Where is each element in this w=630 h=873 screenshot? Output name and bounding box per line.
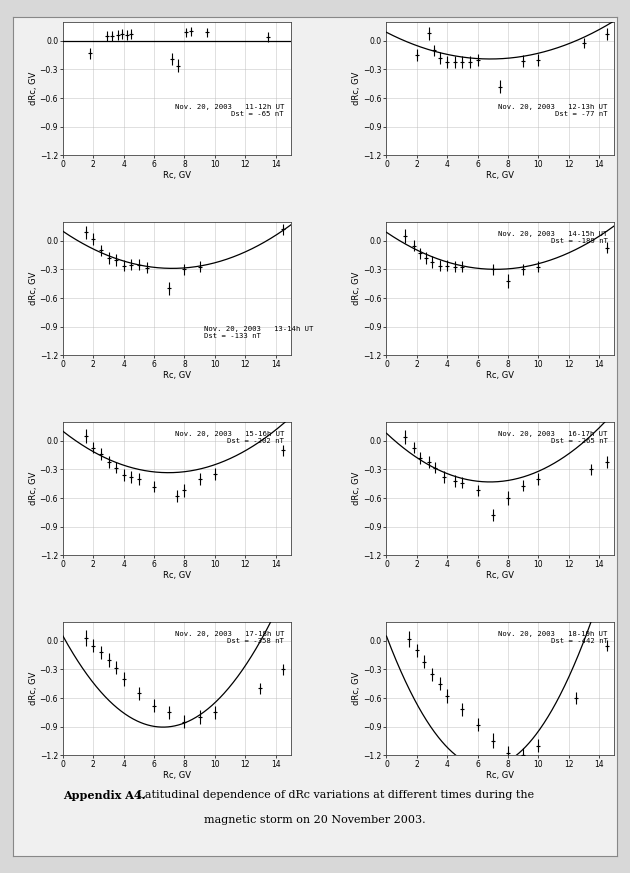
- Y-axis label: dRc, GV: dRc, GV: [28, 471, 38, 505]
- Text: Nov. 20, 2003   12-13h UT
Dst = -77 nT: Nov. 20, 2003 12-13h UT Dst = -77 nT: [498, 105, 607, 118]
- X-axis label: Rc, GV: Rc, GV: [486, 171, 514, 180]
- X-axis label: Rc, GV: Rc, GV: [163, 771, 191, 780]
- Text: Nov. 20, 2003   15-16h UT
Dst = -202 nT: Nov. 20, 2003 15-16h UT Dst = -202 nT: [175, 431, 284, 444]
- X-axis label: Rc, GV: Rc, GV: [486, 371, 514, 380]
- X-axis label: Rc, GV: Rc, GV: [486, 571, 514, 580]
- Y-axis label: dRc, GV: dRc, GV: [28, 672, 38, 705]
- Y-axis label: dRc, GV: dRc, GV: [352, 72, 361, 105]
- Y-axis label: dRc, GV: dRc, GV: [28, 72, 38, 105]
- Text: Nov. 20, 2003   16-17h UT
Dst = -265 nT: Nov. 20, 2003 16-17h UT Dst = -265 nT: [498, 431, 607, 444]
- Y-axis label: dRc, GV: dRc, GV: [352, 272, 361, 306]
- Text: Nov. 20, 2003   14-15h UT
Dst = -189 nT: Nov. 20, 2003 14-15h UT Dst = -189 nT: [498, 231, 607, 244]
- Y-axis label: dRc, GV: dRc, GV: [352, 672, 361, 705]
- Text: Nov. 20, 2003   18-19h UT
Dst = -442 nT: Nov. 20, 2003 18-19h UT Dst = -442 nT: [498, 631, 607, 644]
- Y-axis label: dRc, GV: dRc, GV: [28, 272, 38, 306]
- X-axis label: Rc, GV: Rc, GV: [163, 571, 191, 580]
- Text: Latitudinal dependence of dRc variations at different times during the: Latitudinal dependence of dRc variations…: [134, 790, 534, 800]
- X-axis label: Rc, GV: Rc, GV: [163, 171, 191, 180]
- Y-axis label: dRc, GV: dRc, GV: [352, 471, 361, 505]
- Text: Appendix A4.: Appendix A4.: [63, 790, 146, 801]
- Text: Nov. 20, 2003   11-12h UT
Dst = -65 nT: Nov. 20, 2003 11-12h UT Dst = -65 nT: [175, 105, 284, 118]
- Text: Nov. 20, 2003   13-14h UT
Dst = -133 nT: Nov. 20, 2003 13-14h UT Dst = -133 nT: [204, 326, 314, 339]
- X-axis label: Rc, GV: Rc, GV: [163, 371, 191, 380]
- Text: magnetic storm on 20 November 2003.: magnetic storm on 20 November 2003.: [204, 815, 426, 824]
- Text: Nov. 20, 2003   17-18h UT
Dst = -358 nT: Nov. 20, 2003 17-18h UT Dst = -358 nT: [175, 631, 284, 644]
- X-axis label: Rc, GV: Rc, GV: [486, 771, 514, 780]
